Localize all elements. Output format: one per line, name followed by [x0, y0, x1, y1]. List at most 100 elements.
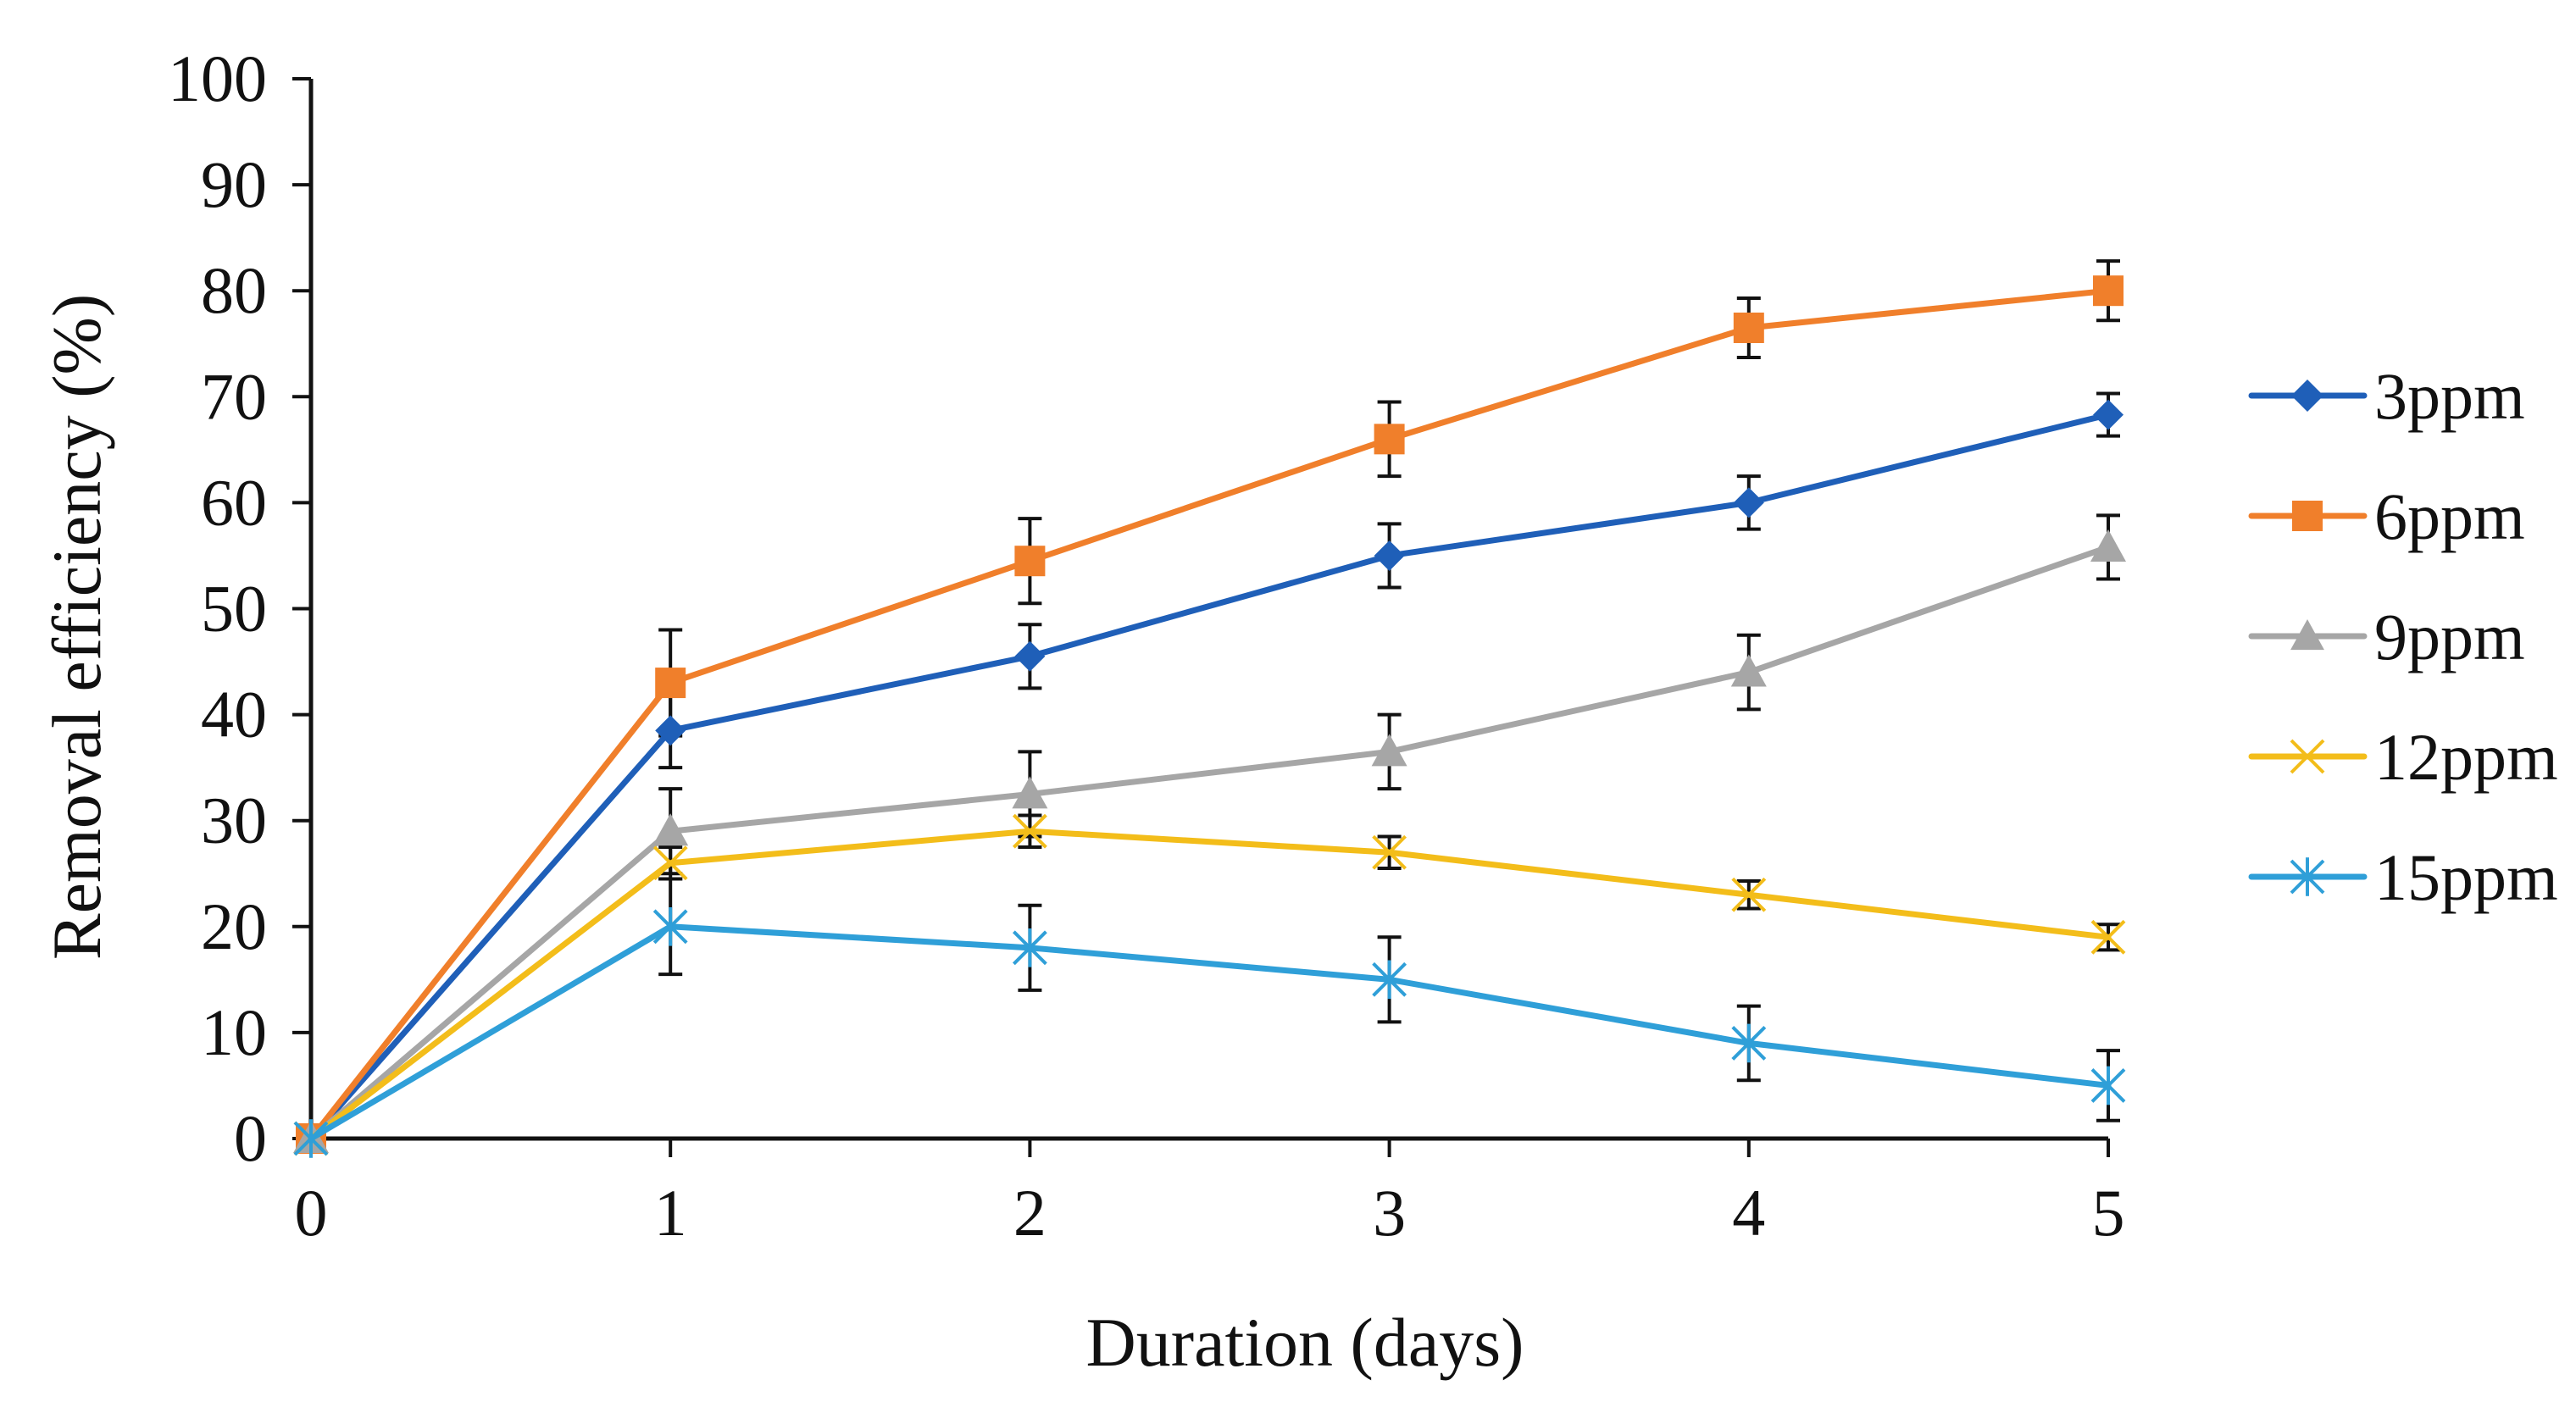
y-axis-title: Removal efficiency (%) — [38, 294, 115, 960]
diamond-marker-shape — [1374, 540, 1405, 571]
data-point-12ppm — [652, 845, 688, 881]
triangle-marker-shape — [1730, 654, 1767, 687]
square-marker-shape — [2093, 275, 2124, 307]
data-point-15ppm — [652, 907, 688, 946]
diamond-marker-shape — [1733, 487, 1764, 518]
series-line-3ppm — [308, 412, 2112, 1142]
data-point-12ppm — [1731, 877, 1767, 912]
x-marker-stroke — [2090, 919, 2126, 955]
legend: 3ppm 6ppm 9ppm 12ppm 15ppm — [2248, 359, 2558, 914]
y-tick-label: 70 — [201, 359, 267, 433]
series-12ppm — [293, 813, 2126, 1156]
series-layer — [293, 259, 2126, 1158]
diamond-marker-shape — [1014, 640, 1046, 672]
diamond-marker-shape — [2291, 380, 2323, 412]
triangle-marker-shape — [652, 813, 689, 846]
data-point-9ppm — [652, 813, 689, 846]
data-point-15ppm — [2090, 1066, 2126, 1106]
data-point-3ppm — [1014, 640, 1046, 672]
x-marker-stroke — [2290, 739, 2325, 774]
data-point-6ppm — [1014, 546, 1046, 577]
legend-item-15ppm: 15ppm — [2248, 840, 2558, 914]
legend-marker-6ppm — [2292, 501, 2323, 531]
data-point-15ppm — [1372, 960, 1407, 1000]
data-point-15ppm — [1012, 928, 1047, 967]
triangle-marker-shape — [2090, 529, 2126, 562]
data-point-12ppm — [1372, 834, 1407, 870]
data-point-12ppm — [2090, 919, 2126, 955]
legend-item-12ppm: 12ppm — [2248, 720, 2558, 794]
x-tick-label: 1 — [654, 1176, 687, 1250]
x-tick-label: 2 — [1013, 1176, 1046, 1250]
y-tick-label: 90 — [201, 147, 267, 221]
x-tick-label: 5 — [2092, 1176, 2125, 1250]
data-point-3ppm — [655, 715, 686, 746]
legend-label-15ppm: 15ppm — [2374, 840, 2558, 914]
data-point-9ppm — [1012, 776, 1048, 809]
legend-marker-3ppm — [2291, 380, 2323, 412]
legend-marker-15ppm — [2290, 857, 2325, 896]
x-marker-stroke — [1372, 834, 1407, 870]
square-marker-shape — [1014, 546, 1046, 577]
legend-marker-12ppm — [2290, 739, 2325, 774]
y-tick-label: 80 — [201, 253, 267, 327]
x-axis-title: Duration (days) — [1086, 1304, 1524, 1381]
legend-label-12ppm: 12ppm — [2374, 720, 2558, 794]
triangle-marker-shape — [2290, 619, 2324, 651]
square-marker-shape — [2292, 501, 2323, 531]
data-point-6ppm — [1374, 424, 1405, 455]
square-marker-shape — [1733, 312, 1764, 343]
data-point-9ppm — [1730, 654, 1767, 687]
series-3ppm — [296, 399, 2124, 1154]
data-point-3ppm — [2093, 399, 2124, 430]
series-line-12ppm — [308, 828, 2112, 1142]
data-point-15ppm — [293, 1119, 329, 1158]
diamond-marker-shape — [655, 715, 686, 746]
data-point-15ppm — [1731, 1023, 1767, 1063]
y-tick-label: 30 — [201, 784, 267, 857]
data-point-6ppm — [2093, 275, 2124, 307]
legend-item-6ppm: 6ppm — [2248, 479, 2525, 553]
legend-label-3ppm: 3ppm — [2374, 359, 2525, 433]
axes-layer: 0 10 20 30 40 50 60 70 80 90 100 0 1 2 3 4 5 — [168, 42, 2125, 1250]
square-marker-shape — [1374, 424, 1405, 455]
error-bars-12ppm — [658, 813, 2120, 952]
x-tick-label: 3 — [1373, 1176, 1406, 1250]
data-point-3ppm — [1733, 487, 1764, 518]
legend-item-3ppm: 3ppm — [2248, 359, 2525, 433]
series-line-6ppm — [308, 287, 2112, 1142]
y-tick-label: 60 — [201, 465, 267, 539]
data-point-12ppm — [1012, 813, 1047, 849]
legend-item-9ppm: 9ppm — [2248, 600, 2525, 673]
data-point-6ppm — [655, 668, 686, 699]
y-tick-label: 100 — [168, 42, 267, 115]
y-tick-label: 0 — [234, 1101, 267, 1175]
diamond-marker-shape — [2093, 399, 2124, 430]
triangle-marker-shape — [1012, 776, 1048, 809]
square-marker-shape — [655, 668, 686, 699]
y-tick-label: 20 — [201, 889, 267, 963]
series-line-15ppm — [308, 923, 2112, 1142]
y-tick-label: 10 — [201, 995, 267, 1069]
y-tick-label: 50 — [201, 572, 267, 646]
series-line-9ppm — [308, 544, 2112, 1142]
data-point-9ppm — [1371, 734, 1407, 767]
x-marker-stroke — [1731, 877, 1767, 912]
series-6ppm — [296, 275, 2124, 1154]
data-point-3ppm — [1374, 540, 1405, 571]
x-marker-stroke — [1012, 813, 1047, 849]
legend-marker-9ppm — [2290, 619, 2324, 651]
error-bars-6ppm — [658, 259, 2120, 738]
x-tick-label: 0 — [295, 1176, 328, 1250]
triangle-marker-shape — [1371, 734, 1407, 767]
y-tick-label: 40 — [201, 678, 267, 751]
legend-label-6ppm: 6ppm — [2374, 479, 2525, 553]
data-point-6ppm — [1733, 312, 1764, 343]
x-marker-stroke — [652, 845, 688, 881]
legend-label-9ppm: 9ppm — [2374, 600, 2525, 673]
x-tick-label: 4 — [1732, 1176, 1765, 1250]
data-point-9ppm — [2090, 529, 2126, 562]
series-15ppm — [293, 907, 2126, 1158]
